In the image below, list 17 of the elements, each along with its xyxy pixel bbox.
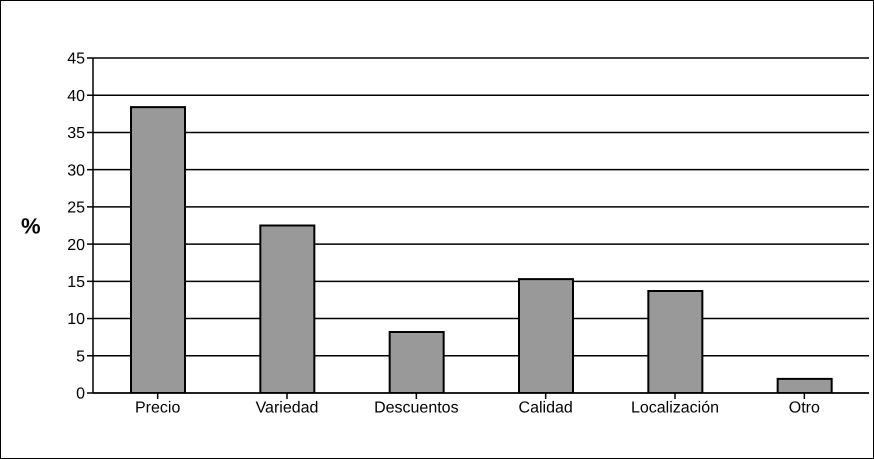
x-tick-label: Variedad bbox=[256, 399, 318, 416]
y-tick-label: 5 bbox=[76, 348, 86, 366]
y-tick-label: 10 bbox=[67, 311, 86, 328]
x-tick-label: Localización bbox=[630, 399, 720, 416]
y-tick-label: 45 bbox=[67, 50, 86, 68]
y-tick-label: 20 bbox=[67, 236, 86, 254]
x-tick-label: Calidad bbox=[518, 399, 573, 416]
y-tick-label: 30 bbox=[67, 162, 86, 180]
x-tick-label: Descuentos bbox=[374, 399, 459, 416]
x-tick-label: Precio bbox=[134, 399, 180, 416]
y-tick-label: 15 bbox=[67, 274, 86, 292]
y-tick-label: 0 bbox=[76, 386, 86, 403]
y-tick-label: 40 bbox=[67, 88, 86, 105]
y-tick-label: 25 bbox=[67, 200, 86, 217]
x-tick-label: Otro bbox=[788, 399, 820, 416]
y-tick-label: 35 bbox=[67, 125, 86, 142]
y-axis-title: % bbox=[21, 213, 41, 238]
